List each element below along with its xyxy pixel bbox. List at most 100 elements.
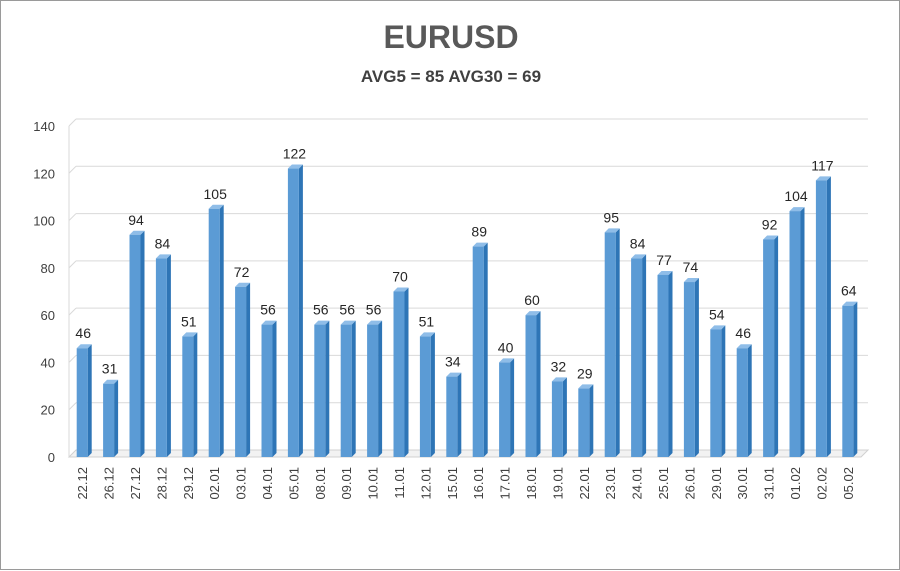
bar-side [668, 270, 673, 457]
bar-side [298, 164, 303, 458]
bar-side [774, 235, 779, 457]
bar [393, 291, 405, 457]
bar [129, 234, 141, 457]
x-tick-label: 30.01 [735, 467, 750, 500]
y-tick-label: 120 [33, 166, 55, 181]
bar-top [261, 320, 277, 325]
y-tick-label: 0 [48, 450, 55, 465]
data-label: 92 [762, 216, 778, 232]
bar [208, 208, 220, 457]
x-tick-label: 24.01 [630, 467, 645, 500]
data-label: 94 [128, 212, 144, 228]
bar [551, 381, 563, 457]
data-label: 95 [603, 209, 619, 225]
y-tick-label: 60 [41, 308, 55, 323]
data-label: 77 [656, 252, 672, 268]
bar-side [642, 254, 647, 457]
data-label: 31 [102, 361, 118, 377]
bar-top [525, 311, 541, 316]
gridline-side [68, 118, 77, 127]
bar [76, 348, 88, 457]
y-tick-label: 140 [33, 119, 55, 134]
data-label: 89 [471, 224, 487, 240]
x-tick-label: 29.12 [181, 467, 196, 500]
bar-side [800, 207, 805, 457]
data-label: 46 [75, 325, 91, 341]
bar [314, 324, 326, 457]
bar-top [763, 235, 779, 240]
bar-top [683, 278, 699, 283]
data-label: 70 [392, 269, 408, 285]
data-label: 104 [784, 188, 808, 204]
gridline-side [68, 213, 77, 221]
bar [182, 336, 194, 457]
bar-side [457, 372, 462, 457]
bar [657, 274, 669, 457]
bar [525, 315, 537, 457]
bar-side [721, 325, 726, 457]
bar-side [193, 332, 198, 457]
bar-top [393, 287, 409, 292]
x-tick-label: 26.01 [682, 467, 697, 500]
chart-subtitle: AVG5 = 85 AVG30 = 69 [360, 67, 542, 86]
bar-side [430, 332, 435, 457]
gridline-side [68, 355, 77, 363]
bar-top [129, 230, 145, 235]
bar-top [631, 254, 647, 259]
bar-top [472, 242, 488, 247]
data-label: 105 [204, 186, 228, 202]
gridline-side [68, 260, 77, 269]
x-tick-label: 02.01 [207, 467, 222, 500]
x-tick-label: 31.01 [762, 467, 777, 500]
data-label: 51 [419, 313, 435, 329]
bar-top [155, 254, 171, 259]
x-tick-label: 19.01 [550, 467, 565, 500]
bar-side [826, 176, 831, 457]
bar [683, 282, 695, 457]
data-label: 34 [445, 354, 461, 370]
bar [287, 168, 299, 458]
bar-side [140, 230, 145, 457]
bar-side [853, 301, 858, 457]
bar-top [446, 372, 462, 377]
x-tick-label: 11.01 [392, 467, 407, 499]
bar-top [604, 228, 620, 233]
data-label: 74 [683, 259, 699, 275]
x-tick-label: 29.01 [709, 467, 724, 500]
x-tick-label: 17.01 [498, 467, 513, 500]
data-label: 32 [551, 358, 567, 374]
y-tick-label: 40 [41, 355, 55, 370]
y-tick-label: 20 [41, 403, 55, 418]
x-tick-label: 23.01 [603, 467, 618, 500]
bar [710, 329, 722, 457]
x-tick-label: 18.01 [524, 467, 539, 500]
bar-top [314, 320, 330, 325]
data-label: 56 [313, 302, 329, 318]
bar-side [510, 358, 515, 457]
bar-top [208, 204, 224, 209]
x-tick-label: 05.02 [841, 467, 856, 500]
bar-side [351, 320, 356, 457]
bar-side [114, 379, 119, 457]
y-tick-label: 100 [33, 214, 55, 229]
bar-top [103, 379, 119, 384]
bar-side [747, 344, 752, 457]
bar [763, 239, 775, 457]
x-tick-label: 05.01 [286, 467, 301, 500]
bar-top [235, 282, 251, 287]
bar [842, 305, 854, 457]
bar [815, 180, 827, 457]
x-tick-label: 16.01 [471, 467, 486, 500]
bar-side [325, 320, 330, 457]
bar-side [589, 384, 594, 457]
bar-side [378, 320, 383, 457]
gridline-side [68, 307, 77, 316]
bar-side [404, 287, 409, 457]
bar [631, 258, 643, 457]
bar [367, 324, 379, 457]
x-tick-label: 22.12 [75, 467, 90, 500]
x-tick-label: 03.01 [234, 467, 249, 500]
bar-side [166, 254, 171, 457]
data-label: 64 [841, 283, 857, 299]
